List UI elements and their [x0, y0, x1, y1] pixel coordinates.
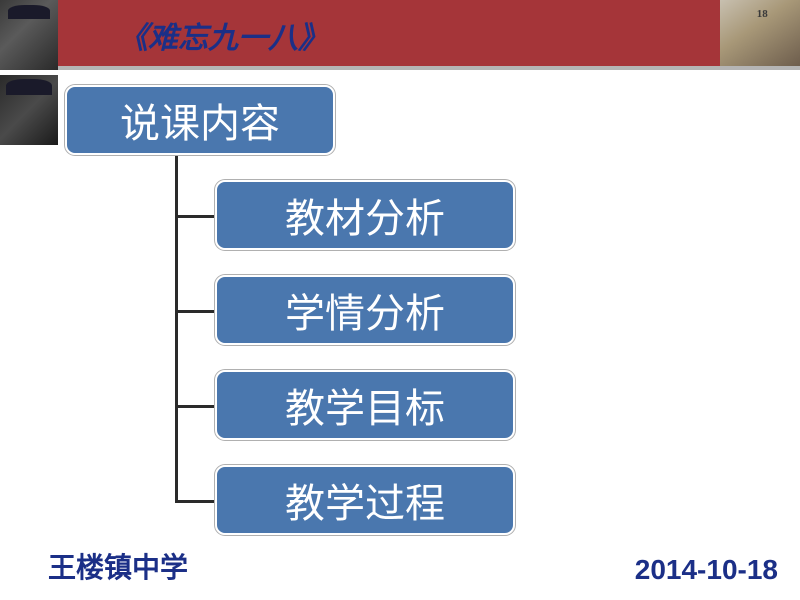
divider	[58, 66, 800, 70]
tree-root-label: 说课内容	[120, 91, 280, 149]
tree-child-1-label: 教材分析	[285, 186, 445, 244]
tree-connector-3	[175, 405, 215, 408]
tree-child-3-label: 教学目标	[285, 376, 445, 434]
tree-connector-1	[175, 215, 215, 218]
tree-child-3: 教学目标	[215, 370, 515, 440]
header-banner: 《难忘九一八》	[58, 0, 720, 70]
tree-child-4: 教学过程	[215, 465, 515, 535]
slide-title: 《难忘九一八》	[118, 13, 328, 57]
tree-child-4-label: 教学过程	[285, 471, 445, 529]
tree-root-node: 说课内容	[65, 85, 335, 155]
tree-child-1: 教材分析	[215, 180, 515, 250]
tree-child-2-label: 学情分析	[285, 281, 445, 339]
footer-date: 2014-10-18	[635, 554, 778, 586]
tree-connector-4	[175, 500, 215, 503]
tree-vertical-line	[175, 155, 178, 500]
tree-connector-2	[175, 310, 215, 313]
footer-school: 王楼镇中学	[48, 546, 188, 586]
monument-icon	[720, 0, 800, 70]
content-tree-diagram: 说课内容 教材分析 学情分析 教学目标 教学过程	[0, 85, 800, 535]
portrait-icon-left	[0, 0, 58, 70]
header: 《难忘九一八》	[0, 0, 800, 70]
tree-child-2: 学情分析	[215, 275, 515, 345]
